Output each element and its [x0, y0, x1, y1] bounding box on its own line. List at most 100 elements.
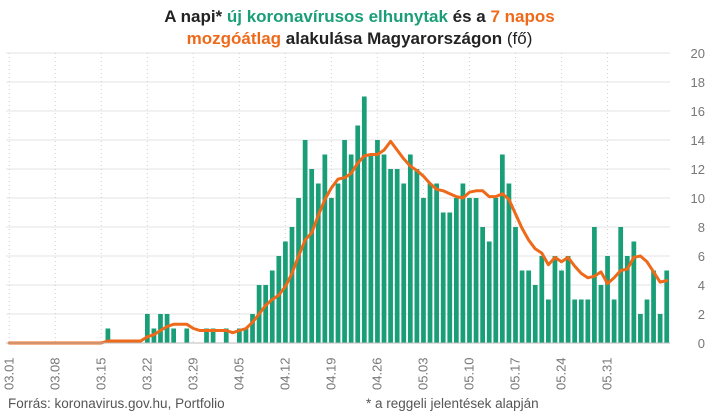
bar-day-62: [414, 169, 420, 343]
bar-day-52: [348, 154, 354, 343]
bar-day-99: [657, 314, 663, 343]
bar-day-67: [447, 212, 453, 343]
bar-day-57: [381, 154, 387, 343]
bar-day-31: [210, 328, 216, 343]
bar-day-89: [592, 227, 597, 343]
bar-day-35: [237, 328, 242, 343]
bar-day-97: [644, 299, 650, 343]
x-tick-label-03.08: 03.08: [47, 357, 62, 390]
bar-day-58: [388, 169, 393, 343]
footnote: * a reggeli jelentések alapján: [366, 396, 539, 411]
y-tick-label-6: 6: [698, 249, 705, 264]
bar-day-21: [144, 314, 150, 343]
y-tick-label-14: 14: [691, 133, 705, 148]
bar-day-84: [559, 270, 564, 343]
bar-day-15: [105, 328, 111, 343]
bar-day-53: [355, 125, 361, 343]
x-tick-label-03.22: 03.22: [139, 357, 154, 390]
bar-day-30: [204, 328, 209, 343]
chart-title-line-1: A napi* új koronavírusos elhunytak és a …: [0, 6, 719, 28]
bar-day-48: [322, 154, 328, 343]
title-part-deaths: új koronavírusos elhunytak: [226, 7, 448, 26]
bar-day-36: [243, 328, 249, 343]
y-tick-label-2: 2: [698, 307, 705, 322]
bar-day-49: [329, 198, 334, 343]
bar-day-77: [513, 227, 518, 343]
x-tick-label-04.05: 04.05: [231, 357, 246, 390]
bar-series: [105, 96, 670, 343]
bar-day-91: [605, 256, 610, 343]
bar-day-61: [407, 154, 413, 343]
bar-day-41: [276, 256, 282, 343]
moving-average-line: [7, 139, 669, 345]
bar-day-54: [361, 96, 367, 343]
bar-day-96: [638, 314, 643, 343]
bar-day-94: [624, 256, 630, 343]
axes: 0 2 4 6 8 10 12 14 16 18 20 03.01 03.08 03.15 03.22 03.…: [1, 46, 705, 390]
bar-day-24: [164, 314, 170, 343]
y-tick-label-10: 10: [691, 191, 705, 206]
x-tick-label-05.17: 05.17: [508, 357, 523, 390]
x-tick-label-04.19: 04.19: [323, 357, 338, 390]
bar-day-60: [401, 183, 407, 343]
source-note: Forrás: koronavirus.gov.hu, Portfolio: [8, 396, 225, 411]
bar-day-93: [618, 227, 624, 343]
y-tick-label-8: 8: [698, 220, 705, 235]
y-tick-label-16: 16: [691, 104, 705, 119]
bar-day-46: [309, 169, 315, 343]
bar-day-66: [440, 212, 446, 343]
bar-day-65: [434, 183, 439, 343]
y-tick-label-4: 4: [698, 278, 705, 293]
bar-day-68: [453, 198, 459, 343]
bar-day-51: [342, 140, 347, 343]
bar-day-98: [651, 270, 656, 343]
bar-day-47: [315, 183, 321, 343]
bar-day-40: [269, 270, 275, 343]
bar-day-86: [572, 299, 578, 343]
y-tick-label-18: 18: [691, 75, 705, 90]
bar-day-39: [263, 285, 269, 343]
bar-day-87: [578, 299, 584, 343]
bar-day-88: [585, 299, 591, 343]
x-tick-label-03.29: 03.29: [185, 357, 200, 390]
title-part-1: A napi*: [164, 7, 227, 26]
bar-day-95: [631, 241, 637, 343]
bar-day-33: [223, 328, 229, 343]
bar-day-50: [335, 183, 341, 343]
bar-day-37: [250, 314, 255, 343]
y-tick-label-12: 12: [691, 162, 705, 177]
bar-day-44: [296, 198, 301, 343]
bar-day-74: [493, 198, 499, 343]
bar-day-42: [283, 241, 288, 343]
x-tick-label-03.15: 03.15: [93, 357, 108, 390]
bar-day-73: [486, 241, 492, 343]
bar-day-92: [611, 299, 617, 343]
chart-title: A napi* új koronavírusos elhunytak és a …: [0, 6, 719, 50]
bar-day-23: [158, 314, 163, 343]
title-part-6: alakulása Magyarországon: [281, 29, 507, 48]
bar-day-43: [289, 227, 295, 343]
bar-day-72: [480, 227, 486, 343]
bar-day-78: [519, 270, 525, 343]
bar-day-70: [467, 198, 472, 343]
bar-day-76: [506, 183, 512, 343]
title-part-moving-average: mozgóátlag: [186, 29, 282, 48]
bar-day-63: [421, 198, 426, 343]
title-part-7-day: 7 napos: [490, 7, 555, 26]
x-tick-label-05.31: 05.31: [600, 357, 615, 390]
bar-day-25: [171, 328, 177, 343]
bar-day-27: [184, 328, 190, 343]
bar-day-56: [375, 140, 380, 343]
chart-title-line-2: mozgóátlag alakulása Magyarországon (fő): [0, 28, 719, 50]
bar-day-71: [473, 198, 479, 343]
moving-average-series: [7, 139, 669, 345]
x-tick-label-04.26: 04.26: [369, 357, 384, 390]
chart-svg: 0 2 4 6 8 10 12 14 16 18 20 03.01 03.08 03.15 03.22 03.…: [1, 46, 705, 390]
y-tick-label-20: 20: [691, 46, 705, 61]
bar-day-85: [565, 256, 571, 343]
x-tick-label-05.10: 05.10: [461, 357, 476, 390]
x-tick-label-03.01: 03.01: [1, 357, 16, 390]
bar-day-64: [427, 183, 433, 343]
bar-day-79: [526, 270, 532, 343]
bar-day-82: [546, 299, 551, 343]
